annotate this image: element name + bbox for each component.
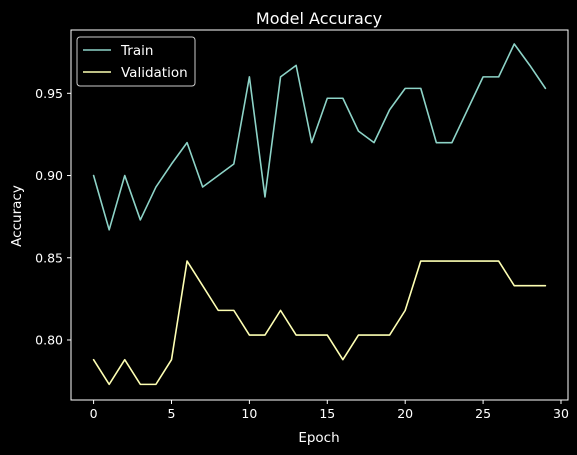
- x-tick-label: 5: [168, 406, 176, 421]
- y-tick-label: 0.95: [35, 86, 63, 101]
- x-axis-label: Epoch: [298, 430, 339, 446]
- ticks-layer: 0 5 10 15 20 25 30 0.80 0.85 0.90 0.95: [35, 86, 569, 421]
- y-tick-label: 0.80: [35, 332, 63, 347]
- x-tick-label: 0: [90, 406, 98, 421]
- x-tick-label: 25: [475, 406, 491, 421]
- y-tick-label: 0.90: [35, 168, 63, 183]
- y-axis-label: Accuracy: [9, 185, 25, 247]
- legend: Train Validation: [76, 36, 196, 87]
- legend-items: Train Validation: [83, 43, 188, 81]
- chart-title: Model Accuracy: [256, 9, 382, 28]
- series-line-validation: [92, 260, 547, 386]
- plot-area-frame: [70, 29, 569, 401]
- series-line-train: [92, 43, 547, 231]
- lines-layer: [92, 43, 547, 386]
- legend-label-train: Train: [120, 43, 153, 59]
- x-tick-label: 15: [319, 406, 335, 421]
- x-tick-label: 10: [241, 406, 257, 421]
- x-tick-label: 20: [397, 406, 413, 421]
- legend-label-validation: Validation: [121, 65, 188, 81]
- y-tick-label: 0.85: [35, 250, 63, 265]
- x-tick-label: 30: [553, 406, 569, 421]
